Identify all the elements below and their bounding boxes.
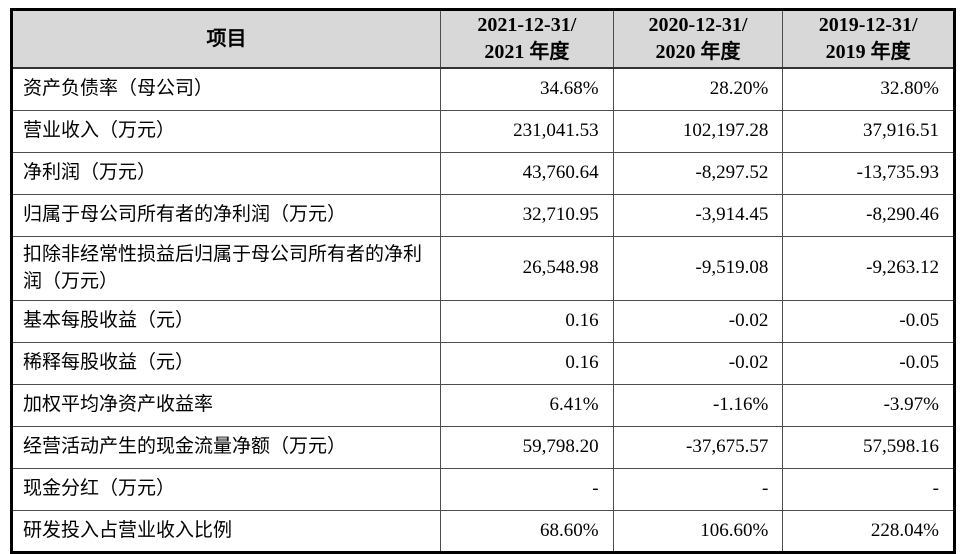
- table-row: 扣除非经常性损益后归属于母公司所有者的净利润（万元） 26,548.98 -9,51…: [10, 235, 955, 301]
- row-label-cell: 资产负债率（母公司）: [10, 67, 442, 111]
- table-row: 现金分红（万元） - - -: [10, 467, 955, 511]
- row-label-cell: 加权平均净资产收益率: [10, 383, 442, 427]
- row-value-cell: -8,290.46: [782, 193, 955, 237]
- row-label-cell: 经营活动产生的现金流量净额（万元）: [10, 425, 442, 469]
- row-value-cell: -: [440, 467, 614, 511]
- row-value-cell: 43,760.64: [440, 151, 614, 195]
- header-row: 项目 2021-12-31/ 2021 年度 2020-12-31/ 2020 …: [10, 9, 955, 69]
- table-row: 研发投入占营业收入比例 68.60% 106.60% 228.04%: [10, 509, 955, 553]
- row-value-cell: -3.97%: [782, 383, 955, 427]
- row-value-cell: -0.05: [782, 341, 955, 385]
- row-value-cell: -: [612, 467, 784, 511]
- row-value-cell: 59,798.20: [440, 425, 614, 469]
- row-value-cell: 37,916.51: [782, 109, 955, 153]
- row-value-cell: 26,548.98: [440, 235, 614, 301]
- row-value-cell: 57,598.16: [782, 425, 955, 469]
- table-row: 基本每股收益（元） 0.16 -0.02 -0.05: [10, 299, 955, 343]
- row-value-cell: 228.04%: [782, 509, 955, 553]
- row-value-cell: -1.16%: [612, 383, 784, 427]
- row-value-cell: 32,710.95: [440, 193, 614, 237]
- row-value-cell: 0.16: [440, 341, 614, 385]
- row-label-cell: 现金分红（万元）: [10, 467, 442, 511]
- row-value-cell: -: [782, 467, 955, 511]
- table-row: 净利润（万元） 43,760.64 -8,297.52 -13,735.93: [10, 151, 955, 195]
- row-label-cell: 研发投入占营业收入比例: [10, 509, 442, 553]
- row-value-cell: 32.80%: [782, 67, 955, 111]
- row-label-cell: 归属于母公司所有者的净利润（万元）: [10, 193, 442, 237]
- row-value-cell: -9,519.08: [612, 235, 784, 301]
- header-cell-period-2020: 2020-12-31/ 2020 年度: [612, 9, 784, 69]
- header-cell-item: 项目: [10, 9, 442, 69]
- row-value-cell: -0.02: [612, 299, 784, 343]
- row-value-cell: -8,297.52: [612, 151, 784, 195]
- row-label-cell: 净利润（万元）: [10, 151, 442, 195]
- table-row: 稀释每股收益（元） 0.16 -0.02 -0.05: [10, 341, 955, 385]
- row-value-cell: 68.60%: [440, 509, 614, 553]
- row-label-cell: 基本每股收益（元）: [10, 299, 442, 343]
- header-cell-period-2019: 2019-12-31/ 2019 年度: [782, 9, 955, 69]
- table-row: 经营活动产生的现金流量净额（万元） 59,798.20 -37,675.57 57,5…: [10, 425, 955, 469]
- table-body: 资产负债率（母公司） 34.68% 28.20% 32.80% 营业收入（万元） 231,…: [10, 67, 955, 553]
- row-value-cell: 34.68%: [440, 67, 614, 111]
- row-value-cell: -37,675.57: [612, 425, 784, 469]
- row-value-cell: 28.20%: [612, 67, 784, 111]
- table-row: 营业收入（万元） 231,041.53 102,197.28 37,916.51: [10, 109, 955, 153]
- header-cell-period-2021: 2021-12-31/ 2021 年度: [440, 9, 614, 69]
- row-value-cell: 102,197.28: [612, 109, 784, 153]
- row-value-cell: -9,263.12: [782, 235, 955, 301]
- row-value-cell: -13,735.93: [782, 151, 955, 195]
- table-row: 加权平均净资产收益率 6.41% -1.16% -3.97%: [10, 383, 955, 427]
- row-value-cell: -0.02: [612, 341, 784, 385]
- row-label-cell: 营业收入（万元）: [10, 109, 442, 153]
- row-value-cell: 6.41%: [440, 383, 614, 427]
- table-row: 资产负债率（母公司） 34.68% 28.20% 32.80%: [10, 67, 955, 111]
- row-value-cell: 231,041.53: [440, 109, 614, 153]
- row-label-cell: 扣除非经常性损益后归属于母公司所有者的净利润（万元）: [10, 235, 442, 301]
- row-value-cell: -0.05: [782, 299, 955, 343]
- financial-indicators-table: 项目 2021-12-31/ 2021 年度 2020-12-31/ 2020 …: [10, 8, 956, 554]
- table-header: 项目 2021-12-31/ 2021 年度 2020-12-31/ 2020 …: [10, 9, 955, 69]
- row-label-cell: 稀释每股收益（元）: [10, 341, 442, 385]
- row-value-cell: 106.60%: [612, 509, 784, 553]
- table-row: 归属于母公司所有者的净利润（万元） 32,710.95 -3,914.45 -8,29…: [10, 193, 955, 237]
- row-value-cell: 0.16: [440, 299, 614, 343]
- row-value-cell: -3,914.45: [612, 193, 784, 237]
